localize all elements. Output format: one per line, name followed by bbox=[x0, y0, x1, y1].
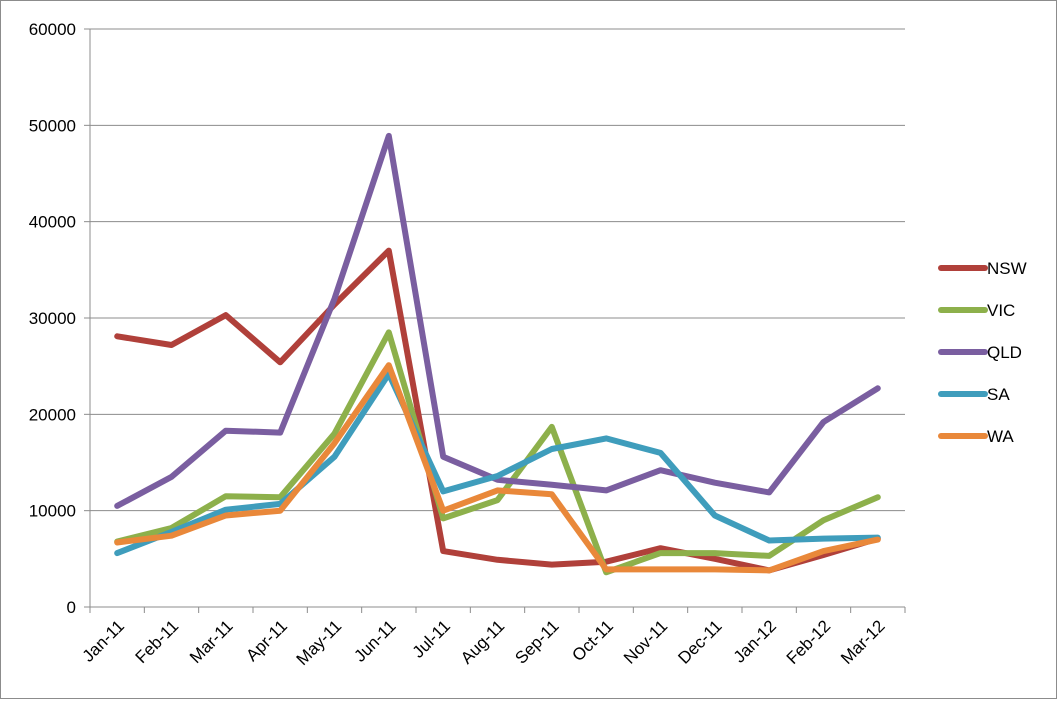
y-tick-label: 40000 bbox=[29, 213, 76, 232]
x-tick-label: Dec-11 bbox=[674, 616, 725, 667]
x-tick-label: Jul-11 bbox=[409, 616, 454, 661]
y-tick-label: 50000 bbox=[29, 116, 76, 135]
legend-label-vic: VIC bbox=[987, 301, 1015, 320]
legend-label-nsw: NSW bbox=[987, 259, 1027, 278]
series-line-qld bbox=[114, 132, 881, 509]
series-lines bbox=[114, 132, 881, 576]
x-tick-label: Jan-12 bbox=[730, 616, 780, 666]
x-tick-label: Feb-12 bbox=[783, 616, 835, 668]
x-tick-label: Feb-11 bbox=[132, 616, 183, 667]
y-tick-label: 10000 bbox=[29, 502, 76, 521]
series-line-vic bbox=[114, 329, 881, 576]
x-tick-label: Oct-11 bbox=[568, 616, 617, 665]
x-tick-label: May-11 bbox=[293, 616, 346, 669]
y-tick-label: 30000 bbox=[29, 309, 76, 328]
x-tick-label: Apr-11 bbox=[242, 616, 291, 665]
legend: NSW VIC QLD SA WA bbox=[938, 259, 1027, 446]
series-line-sa bbox=[114, 370, 881, 557]
legend-label-sa: SA bbox=[987, 385, 1010, 404]
x-tick-label: Mar-11 bbox=[186, 616, 237, 667]
series-line-nsw bbox=[114, 247, 881, 574]
x-tick-label: Jan-11 bbox=[79, 616, 128, 665]
legend-label-qld: QLD bbox=[987, 343, 1022, 362]
x-tick-label: Jun-11 bbox=[350, 616, 399, 665]
x-tick-label: Aug-11 bbox=[457, 616, 508, 667]
legend-label-wa: WA bbox=[987, 427, 1014, 446]
x-tick-label: Mar-12 bbox=[837, 616, 889, 668]
x-tick-label: Sep-11 bbox=[511, 616, 562, 667]
series-line-wa bbox=[114, 362, 881, 574]
y-tick-label: 0 bbox=[67, 598, 76, 617]
x-tick-label: Nov-11 bbox=[620, 616, 671, 667]
y-tick-label: 60000 bbox=[29, 20, 76, 39]
y-tick-label: 20000 bbox=[29, 405, 76, 424]
